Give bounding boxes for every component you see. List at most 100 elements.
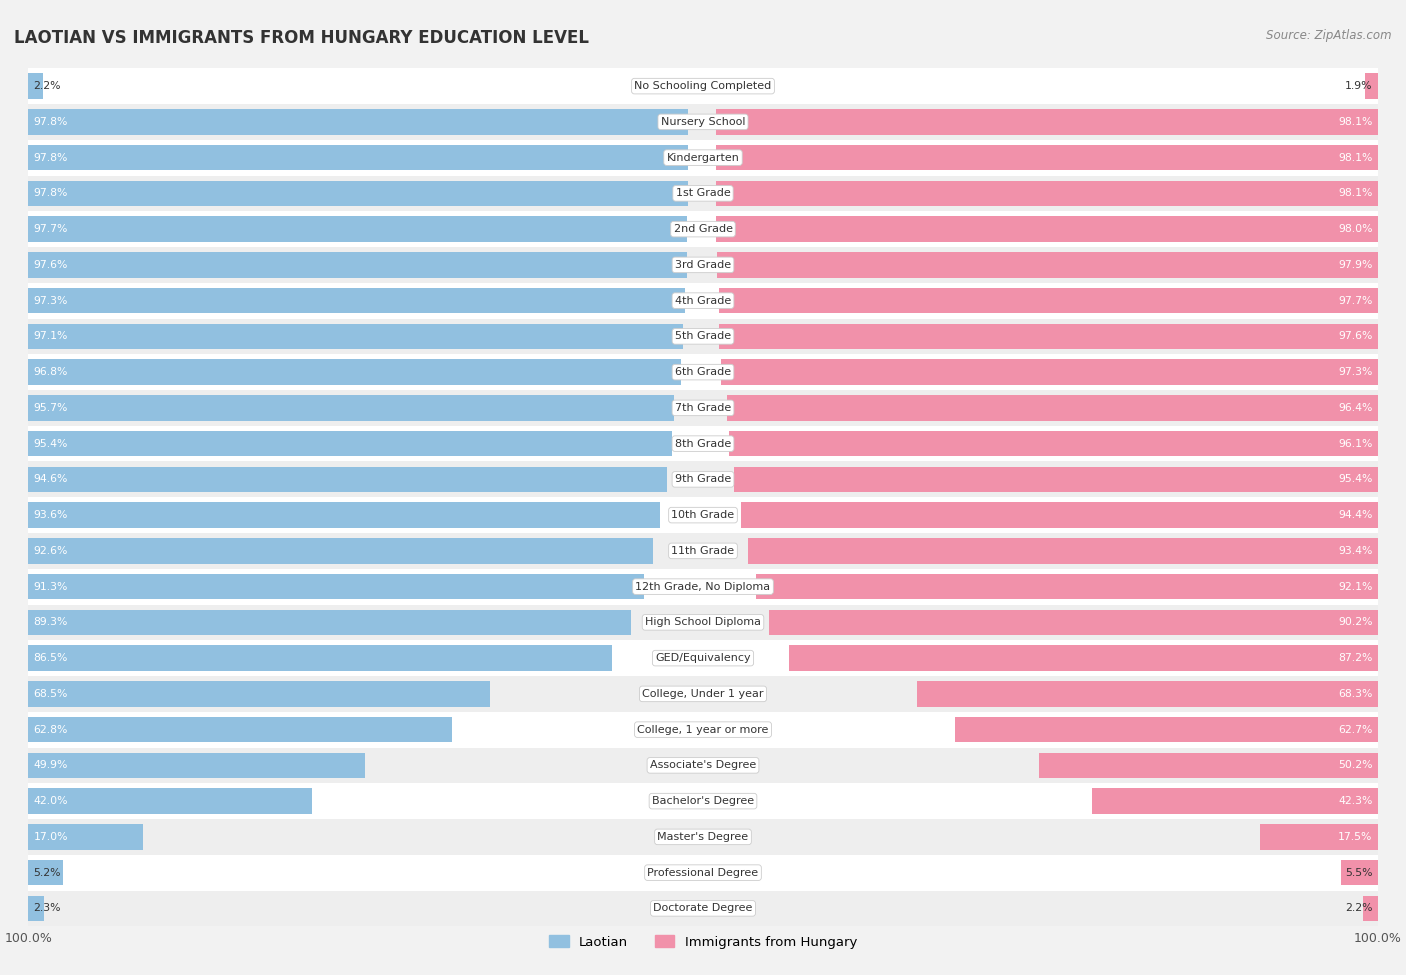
Text: College, 1 year or more: College, 1 year or more	[637, 724, 769, 734]
Text: Master's Degree: Master's Degree	[658, 832, 748, 841]
Bar	[28, 890, 1378, 926]
Bar	[1260, 824, 1378, 850]
Text: 5th Grade: 5th Grade	[675, 332, 731, 341]
Bar	[1092, 788, 1378, 814]
Legend: Laotian, Immigrants from Hungary: Laotian, Immigrants from Hungary	[544, 930, 862, 954]
Bar	[28, 609, 631, 636]
Bar	[28, 139, 1378, 176]
Text: 5.5%: 5.5%	[1346, 868, 1372, 878]
Bar	[748, 538, 1378, 564]
Text: 42.0%: 42.0%	[34, 797, 67, 806]
Text: 97.9%: 97.9%	[1339, 260, 1372, 270]
Text: 1.9%: 1.9%	[1346, 81, 1372, 91]
Text: 2nd Grade: 2nd Grade	[673, 224, 733, 234]
Text: Nursery School: Nursery School	[661, 117, 745, 127]
Bar	[28, 395, 673, 421]
Text: 68.3%: 68.3%	[1339, 689, 1372, 699]
Text: 98.0%: 98.0%	[1339, 224, 1372, 234]
Text: No Schooling Completed: No Schooling Completed	[634, 81, 772, 91]
Text: 10th Grade: 10th Grade	[672, 510, 734, 520]
Text: 3rd Grade: 3rd Grade	[675, 260, 731, 270]
Bar	[28, 860, 63, 885]
Text: 2.2%: 2.2%	[1346, 904, 1372, 914]
Bar	[28, 144, 688, 171]
Text: 93.6%: 93.6%	[34, 510, 67, 520]
Bar	[28, 568, 1378, 604]
Text: 42.3%: 42.3%	[1339, 797, 1372, 806]
Bar	[28, 359, 682, 385]
Bar	[28, 354, 1378, 390]
Text: 11th Grade: 11th Grade	[672, 546, 734, 556]
Bar	[1365, 73, 1378, 99]
Bar	[718, 288, 1378, 314]
Text: 97.6%: 97.6%	[34, 260, 67, 270]
Text: 90.2%: 90.2%	[1339, 617, 1372, 627]
Text: 87.2%: 87.2%	[1339, 653, 1372, 663]
Text: Kindergarten: Kindergarten	[666, 153, 740, 163]
Bar	[917, 681, 1378, 707]
Text: 6th Grade: 6th Grade	[675, 368, 731, 377]
Text: 62.7%: 62.7%	[1339, 724, 1372, 734]
Text: 50.2%: 50.2%	[1339, 760, 1372, 770]
Text: 97.8%: 97.8%	[34, 188, 67, 198]
Bar	[717, 216, 1378, 242]
Text: 98.1%: 98.1%	[1339, 117, 1372, 127]
Bar	[28, 645, 612, 671]
Text: 94.6%: 94.6%	[34, 475, 67, 485]
Bar	[28, 604, 1378, 641]
Text: Associate's Degree: Associate's Degree	[650, 760, 756, 770]
Bar	[28, 788, 312, 814]
Bar	[769, 609, 1378, 636]
Bar	[28, 73, 44, 99]
Bar	[28, 212, 1378, 247]
Text: 96.1%: 96.1%	[1339, 439, 1372, 448]
Text: 97.7%: 97.7%	[34, 224, 67, 234]
Bar	[716, 144, 1378, 171]
Bar	[28, 641, 1378, 676]
Bar	[28, 180, 688, 207]
Bar	[1362, 895, 1378, 921]
Bar	[730, 431, 1378, 456]
Text: 98.1%: 98.1%	[1339, 188, 1372, 198]
Bar	[28, 676, 1378, 712]
Text: 94.4%: 94.4%	[1339, 510, 1372, 520]
Bar	[28, 502, 659, 528]
Text: 62.8%: 62.8%	[34, 724, 67, 734]
Text: 12th Grade, No Diploma: 12th Grade, No Diploma	[636, 582, 770, 592]
Bar	[756, 573, 1378, 600]
Text: 95.7%: 95.7%	[34, 403, 67, 412]
Bar	[28, 466, 666, 492]
Bar	[28, 247, 1378, 283]
Text: 91.3%: 91.3%	[34, 582, 67, 592]
Text: 97.8%: 97.8%	[34, 153, 67, 163]
Text: 89.3%: 89.3%	[34, 617, 67, 627]
Bar	[28, 538, 652, 564]
Bar	[1341, 860, 1378, 885]
Text: 17.0%: 17.0%	[34, 832, 67, 841]
Text: 9th Grade: 9th Grade	[675, 475, 731, 485]
Bar	[28, 216, 688, 242]
Text: High School Diploma: High School Diploma	[645, 617, 761, 627]
Bar	[28, 176, 1378, 212]
Text: 86.5%: 86.5%	[34, 653, 67, 663]
Bar	[28, 390, 1378, 426]
Bar	[28, 824, 143, 850]
Text: 1st Grade: 1st Grade	[676, 188, 730, 198]
Bar	[28, 68, 1378, 104]
Text: 97.3%: 97.3%	[34, 295, 67, 305]
Bar	[720, 324, 1378, 349]
Text: 95.4%: 95.4%	[34, 439, 67, 448]
Bar	[28, 426, 1378, 461]
Text: 93.4%: 93.4%	[1339, 546, 1372, 556]
Bar	[28, 753, 366, 778]
Bar	[717, 252, 1378, 278]
Text: Bachelor's Degree: Bachelor's Degree	[652, 797, 754, 806]
Text: College, Under 1 year: College, Under 1 year	[643, 689, 763, 699]
Bar	[28, 533, 1378, 568]
Text: 17.5%: 17.5%	[1339, 832, 1372, 841]
Bar	[28, 497, 1378, 533]
Bar	[28, 288, 685, 314]
Bar	[28, 712, 1378, 748]
Bar	[741, 502, 1378, 528]
Text: Source: ZipAtlas.com: Source: ZipAtlas.com	[1267, 29, 1392, 42]
